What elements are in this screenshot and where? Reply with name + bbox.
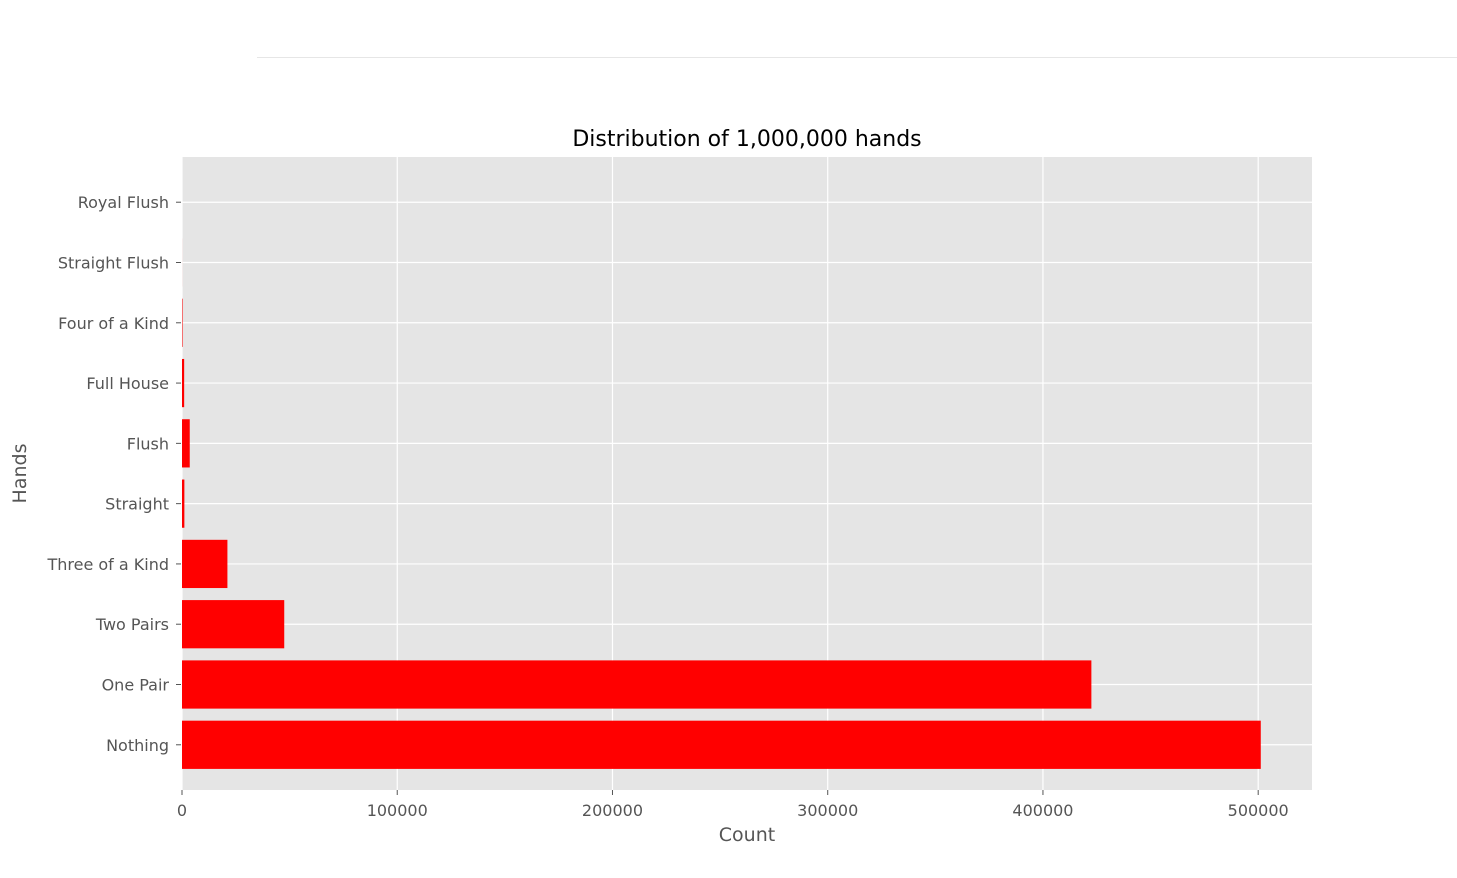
ticks: 0 100000 200000 300000 400000 500000 Nothing On… [46, 193, 1288, 820]
bars [182, 178, 1261, 769]
y-tick-label: Two Pairs [95, 615, 169, 634]
y-tick-label: Nothing [106, 736, 169, 755]
y-tick-label: Flush [127, 434, 169, 453]
x-tick-label: 100000 [367, 801, 428, 820]
bar [182, 358, 185, 408]
x-tick-label: 500000 [1228, 801, 1289, 820]
bar [182, 600, 285, 649]
y-tick-label: Straight Flush [58, 254, 169, 273]
bar [182, 479, 185, 528]
bar [182, 660, 1092, 709]
x-tick-label: 200000 [582, 801, 643, 820]
y-tick-label: Full House [86, 374, 169, 393]
y-tick-label: Royal Flush [78, 193, 169, 212]
bar [182, 539, 228, 589]
y-tick-label: Straight [105, 495, 169, 514]
bar [182, 720, 1261, 769]
y-tick-label: One Pair [102, 676, 170, 695]
x-axis-title: Count [719, 824, 775, 846]
x-tick-label: 300000 [797, 801, 858, 820]
y-tick-label: Four of a Kind [58, 314, 169, 333]
x-tick-label: 0 [177, 801, 187, 820]
x-tick-label: 400000 [1012, 801, 1073, 820]
chart-title: Distribution of 1,000,000 hands [572, 127, 921, 152]
y-tick-label: Three of a Kind [46, 555, 169, 574]
bar [182, 419, 190, 468]
bar [182, 298, 183, 347]
y-axis-title: Hands [9, 444, 31, 504]
top-divider [257, 57, 1457, 58]
